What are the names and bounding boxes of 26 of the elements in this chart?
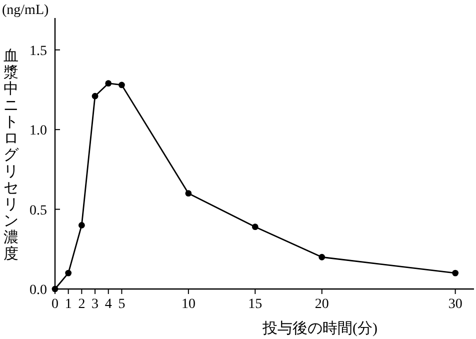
point [252,224,258,230]
point [105,80,112,87]
x-tick-label: 10 [181,297,196,312]
y-tick-label: 0.5 [30,203,47,218]
x-tick-label: 1 [64,297,72,312]
point [318,254,326,260]
text: (ng/mL) [2,3,49,18]
x-tick-label: 30 [448,297,462,312]
y-tick-label: 1.5 [30,44,47,59]
x-tick-label: 5 [118,297,126,312]
x-tick-label: 0 [52,297,58,312]
y-tick-label: 0.0 [30,283,47,298]
y-tick-label: 1.0 [30,124,47,139]
x-tick-label: 15 [248,297,262,312]
x-axis-title: 投与後の時間(分) [262,320,378,337]
point [92,92,98,100]
y-axis-title: 血漿中ニトログリセリン濃度 [4,48,18,262]
point [78,222,85,228]
point [185,190,192,197]
x-tick-label: 2 [78,297,86,312]
x-tick-label: 3 [92,297,99,312]
point [118,82,125,88]
point [452,270,459,276]
x-tick-label: 20 [314,297,329,312]
point [65,270,72,276]
x-tick-label: 4 [104,297,112,312]
